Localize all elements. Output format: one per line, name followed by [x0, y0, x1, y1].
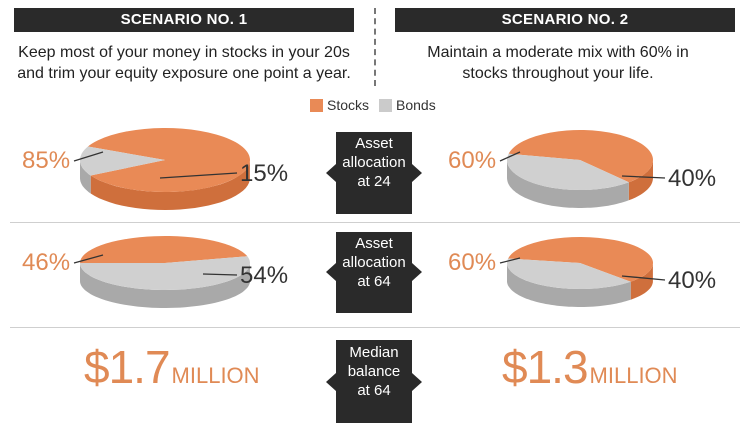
- scenario-2-description: Maintain a moderate mix with 60% in stoc…: [378, 42, 738, 84]
- scenario-1-balance-unit: MILLION: [171, 363, 260, 388]
- row-label-2-arrow-bg: [326, 232, 422, 313]
- pie-4-bonds-leader: [621, 275, 666, 281]
- scenario-1-description-line-2: and trim your equity exposure one point …: [17, 65, 351, 82]
- scenario-2-balance-unit: MILLION: [589, 363, 678, 388]
- pie-1-stocks-slice: [87, 128, 251, 192]
- pie-2-bonds-leader: [621, 175, 666, 179]
- pie-2-bonds-label: 40%: [668, 165, 716, 192]
- pie-1-bonds-leader: [159, 172, 238, 179]
- scenario-1-description-line-1: Keep most of your money in stocks in you…: [18, 44, 350, 61]
- row-divider-1: [10, 222, 740, 223]
- pie-4-bonds-slice: [506, 258, 631, 289]
- pie-3-bonds-leader: [202, 273, 238, 276]
- row-label-1-line-3: at 24: [357, 173, 391, 190]
- scenario-2-header: SCENARIO NO. 2: [395, 8, 735, 32]
- row-label-3-line-3: at 64: [357, 382, 391, 399]
- pie-3: 46% 54%: [22, 235, 288, 308]
- header-divider: [374, 8, 376, 86]
- row-label-3: Median balance at 64: [336, 343, 412, 400]
- pie-2-stocks-leader: [499, 151, 521, 162]
- pie-4-stocks-label: 60%: [448, 249, 496, 276]
- row-label-1-line-1: Asset: [355, 135, 393, 152]
- pie-2-stocks-side: [628, 160, 653, 201]
- pie-2-bonds-side: [507, 160, 629, 208]
- pie-3-bonds-side: [80, 263, 250, 308]
- pie-1-stocks-side: [90, 161, 250, 210]
- pie-1-bonds-slice: [80, 146, 165, 176]
- scenario-1-header: SCENARIO NO. 1: [14, 8, 354, 32]
- pie-3-stocks-leader: [73, 254, 104, 264]
- row-divider-2: [10, 327, 740, 328]
- scenario-2-balance-amount: $1.3: [502, 341, 589, 393]
- pie-3-stocks-label: 46%: [22, 249, 70, 276]
- pie-4: 60% 40%: [448, 237, 716, 307]
- legend-bonds-swatch: [379, 98, 393, 112]
- row-label-1: Asset allocation at 24: [336, 134, 412, 191]
- pie-4-bonds-label: 40%: [668, 267, 716, 294]
- row-label-2-line-1: Asset: [355, 235, 393, 252]
- legend-stocks-label: Stocks: [327, 97, 370, 113]
- pie-4-bonds-side: [507, 263, 631, 307]
- pie-3-bonds-slice: [79, 256, 250, 290]
- scenario-1-balance: $1.7MILLION: [84, 340, 260, 394]
- row-label-3-arrow-bg: [326, 340, 422, 423]
- row-label-2-line-3: at 64: [357, 273, 391, 290]
- pie-1: 85% 15%: [22, 128, 288, 210]
- scenario-1-balance-amount: $1.7: [84, 341, 171, 393]
- pie-3-bonds-label: 54%: [240, 262, 288, 289]
- legend-stocks-swatch: [310, 98, 323, 112]
- scenario-2-description-line-1: Maintain a moderate mix with 60% in: [427, 44, 689, 61]
- pie-1-stocks-leader: [73, 151, 104, 162]
- pie-2-stocks-label: 60%: [448, 147, 496, 174]
- pie-1-bonds-side: [80, 160, 91, 194]
- row-label-3-line-2: balance: [347, 363, 401, 380]
- pie-2-bonds-slice: [506, 153, 629, 190]
- scenario-2-balance: $1.3MILLION: [502, 340, 678, 394]
- pie-2: 60% 40%: [448, 130, 716, 208]
- pie-1-bonds-label: 15%: [240, 160, 288, 187]
- legend-bonds-label: Bonds: [396, 97, 436, 113]
- row-label-3-line-1: Median: [349, 344, 399, 361]
- scenario-2-description-line-2: stocks throughout your life.: [462, 65, 654, 82]
- pie-4-stocks-slice: [508, 237, 654, 282]
- pie-4-stocks-leader: [499, 257, 521, 264]
- pie-4-stocks-side: [630, 264, 653, 300]
- scenario-1-description: Keep most of your money in stocks in you…: [4, 42, 364, 84]
- row-label-2-line-2: allocation: [342, 254, 406, 271]
- row-label-1-line-2: allocation: [342, 154, 406, 171]
- legend: Stocks Bonds: [310, 96, 446, 114]
- pie-1-stocks-label: 85%: [22, 147, 70, 174]
- row-label-2: Asset allocation at 64: [336, 234, 412, 291]
- pie-2-stocks-slice: [508, 130, 653, 183]
- row-label-1-arrow-bg: [326, 132, 422, 214]
- pie-3-stocks-slice: [80, 235, 248, 263]
